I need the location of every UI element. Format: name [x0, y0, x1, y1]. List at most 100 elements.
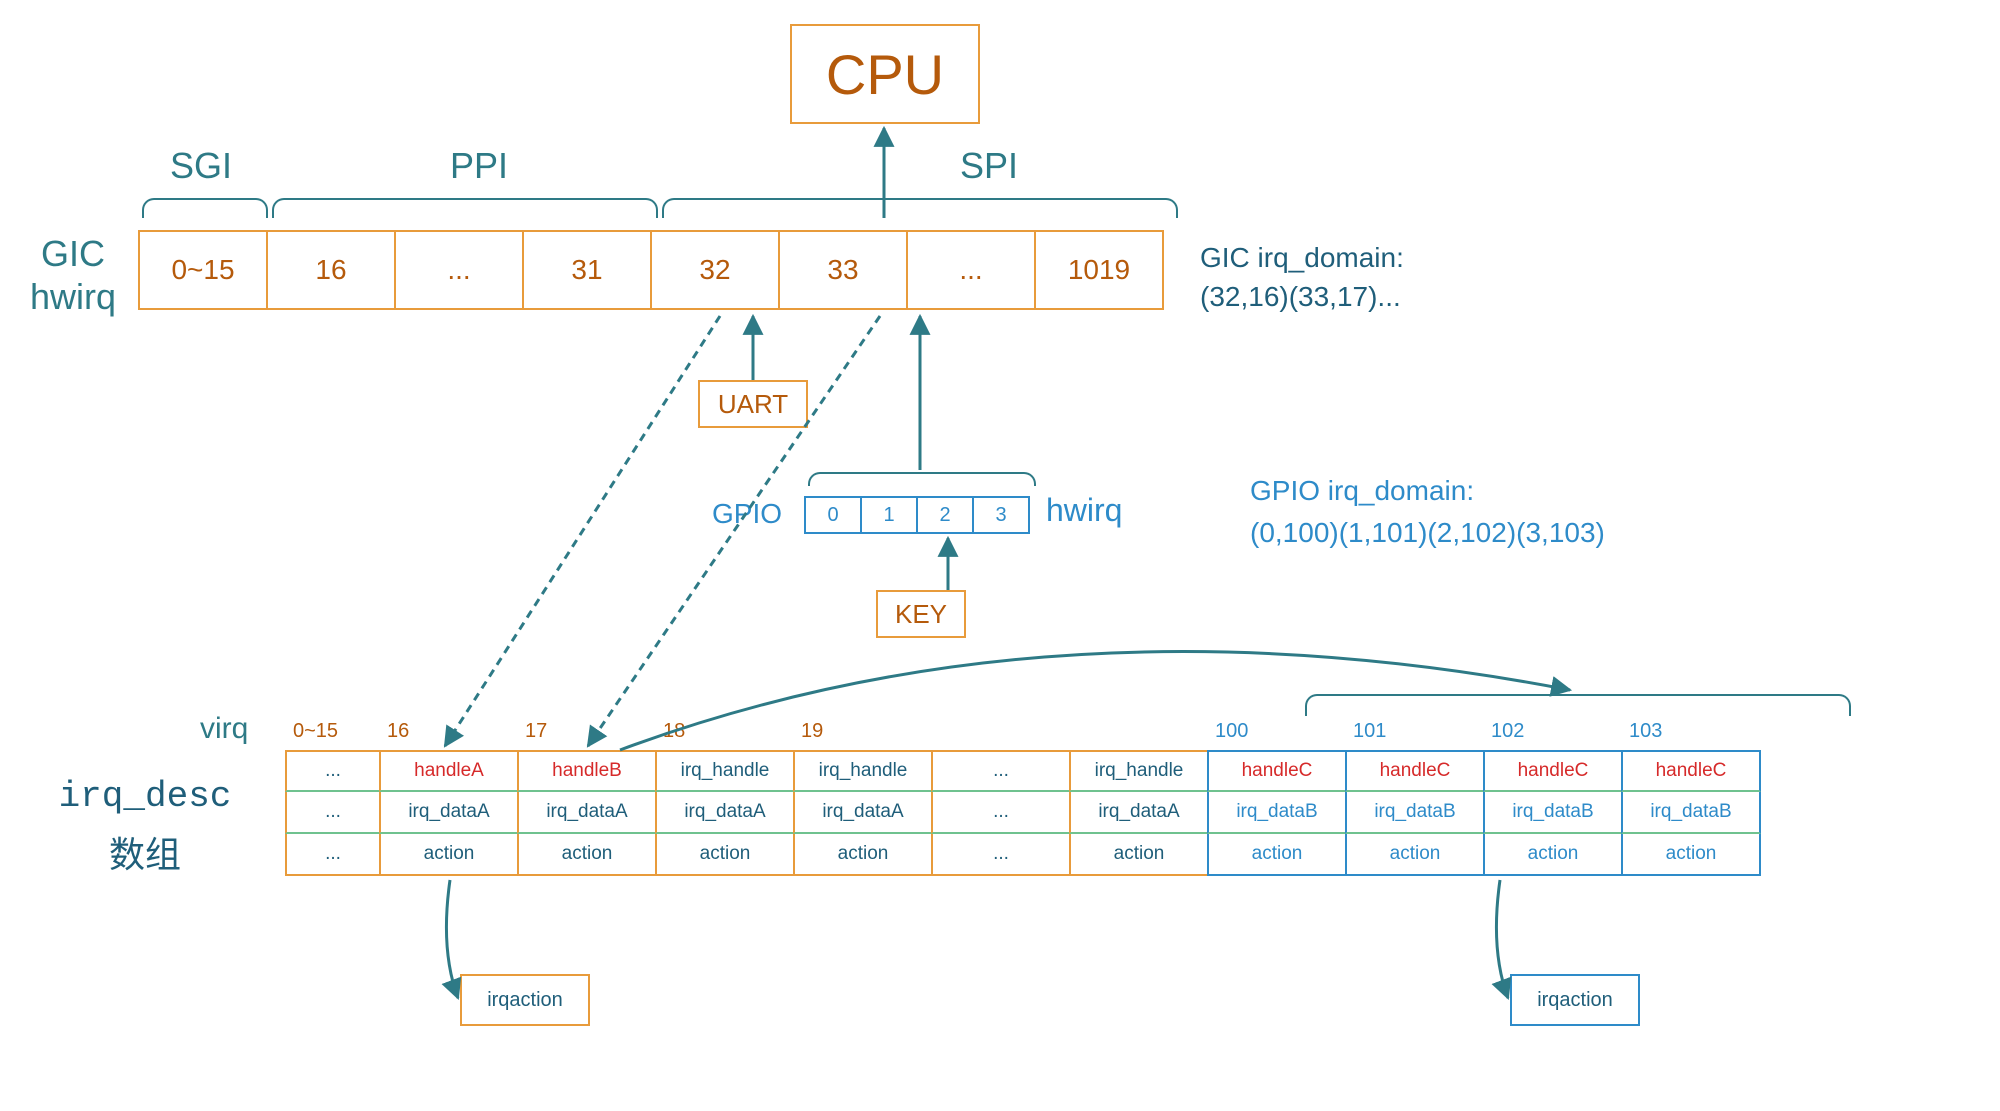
irqdesc-cell: action [793, 834, 933, 876]
virq-header: 101 [1345, 720, 1485, 743]
gpio-domain-line2: (0,100)(1,101)(2,102)(3,103) [1250, 517, 1605, 548]
gic-cell: ... [394, 230, 524, 310]
irqdesc-col: irq_handleirq_dataAaction [1069, 750, 1209, 876]
irqdesc-label: irq_desc 数组 [20, 768, 270, 886]
irqaction-label-blue: irqaction [1537, 989, 1613, 1012]
virq-label: virq [200, 712, 248, 746]
irqdesc-cell: action [1069, 834, 1209, 876]
irqdesc-cell: ... [931, 834, 1071, 876]
key-label: KEY [895, 599, 947, 630]
ppi-label: PPI [450, 145, 508, 187]
key-box: KEY [876, 590, 966, 638]
irqdesc-cell: irq_handle [793, 750, 933, 792]
gic-label-line2: hwirq [30, 276, 116, 317]
irqdesc-cell: irq_dataA [1069, 792, 1209, 834]
gic-domain-text: GIC irq_domain: (32,16)(33,17)... [1200, 238, 1404, 316]
irqdesc-col: ......... [931, 750, 1071, 876]
gic-label-line1: GIC [41, 233, 105, 274]
virq-header: 18 [655, 720, 795, 743]
irqdesc-cell: action [1621, 834, 1761, 876]
sgi-label: SGI [170, 145, 232, 187]
irqdesc-cell: action [379, 834, 519, 876]
virq-header: 103 [1621, 720, 1761, 743]
irqdesc-cell: handleC [1207, 750, 1347, 792]
virq-header: 102 [1483, 720, 1623, 743]
gic-label: GIC hwirq [18, 232, 128, 318]
virq-header: 16 [379, 720, 519, 743]
irqdesc-cell: irq_dataA [379, 792, 519, 834]
ppi-bracket [272, 198, 658, 218]
gic-cell: 16 [266, 230, 396, 310]
irqdesc-cell: ... [931, 750, 1071, 792]
irqdesc-col: handleCirq_dataBaction [1483, 750, 1623, 876]
irqdesc-label-line2: 数组 [109, 834, 181, 875]
virq-header [931, 720, 1071, 743]
gic-cell: 32 [650, 230, 780, 310]
irqdesc-cell: irq_dataA [655, 792, 795, 834]
virq-headers: 0~1516171819 100101102103 [285, 720, 1761, 743]
irqdesc-col: handleCirq_dataBaction [1621, 750, 1761, 876]
gic-cell: 1019 [1034, 230, 1164, 310]
gpio-cell: 0 [804, 496, 862, 534]
sgi-bracket [142, 198, 268, 218]
gpio-cell: 1 [860, 496, 918, 534]
irqdesc-col: irq_handleirq_dataAaction [793, 750, 933, 876]
irqdesc-cell: irq_dataB [1207, 792, 1347, 834]
irqdesc-cell: action [1483, 834, 1623, 876]
gpio-cell: 3 [972, 496, 1030, 534]
irqdesc-cell: handleC [1621, 750, 1761, 792]
gpio-hwirq-label: hwirq [1046, 492, 1122, 529]
spi-bracket [662, 198, 1178, 218]
irqdesc-cell: ... [285, 792, 381, 834]
gic-cell: 33 [778, 230, 908, 310]
gic-domain-line2: (32,16)(33,17)... [1200, 281, 1401, 312]
irqdesc-col: handleCirq_dataBaction [1207, 750, 1347, 876]
irqdesc-col: handleCirq_dataBaction [1345, 750, 1485, 876]
gic-cell: 31 [522, 230, 652, 310]
irqdesc-cell: irq_dataA [793, 792, 933, 834]
irqdesc-cell: action [517, 834, 657, 876]
irqdesc-cell: action [655, 834, 795, 876]
irqdesc-table: .........handleAirq_dataAactionhandleBir… [285, 750, 1761, 876]
irqdesc-cell: ... [285, 834, 381, 876]
irqdesc-cell: action [1207, 834, 1347, 876]
irqdesc-cell: irq_dataB [1621, 792, 1761, 834]
irqdesc-cell: irq_dataA [517, 792, 657, 834]
irqdesc-cell: irq_handle [655, 750, 795, 792]
virq-header: 100 [1207, 720, 1347, 743]
gic-row: 0~1516...313233...1019 [140, 230, 1164, 310]
gpio-virq-bracket [1305, 694, 1851, 716]
gpio-label: GPIO [712, 498, 782, 530]
irqaction-box-blue: irqaction [1510, 974, 1640, 1026]
cpu-box: CPU [790, 24, 980, 124]
gpio-domain-line1: GPIO irq_domain: [1250, 475, 1474, 506]
irqdesc-cell: handleB [517, 750, 657, 792]
irqdesc-cell: irq_handle [1069, 750, 1209, 792]
spi-label: SPI [960, 145, 1018, 187]
irqaction-label-orange: irqaction [487, 989, 563, 1012]
gpio-bracket [808, 472, 1036, 486]
gpio-domain-text: GPIO irq_domain: (0,100)(1,101)(2,102)(3… [1250, 470, 1605, 554]
irqdesc-label-line1: irq_desc [59, 776, 232, 817]
gpio-row: 0123 [806, 496, 1030, 534]
uart-box: UART [698, 380, 808, 428]
irqdesc-cell: handleC [1483, 750, 1623, 792]
irqdesc-cell: irq_dataB [1483, 792, 1623, 834]
virq-header: 19 [793, 720, 933, 743]
irqdesc-cell: action [1345, 834, 1485, 876]
irqdesc-cell: handleA [379, 750, 519, 792]
uart-label: UART [718, 389, 788, 420]
gic-domain-line1: GIC irq_domain: [1200, 242, 1404, 273]
gpio-cell: 2 [916, 496, 974, 534]
virq-header [1069, 720, 1209, 743]
irqdesc-col: irq_handleirq_dataAaction [655, 750, 795, 876]
gic-cell: 0~15 [138, 230, 268, 310]
irqaction-box-orange: irqaction [460, 974, 590, 1026]
virq-header: 0~15 [285, 720, 381, 743]
irqdesc-col: handleAirq_dataAaction [379, 750, 519, 876]
gic-cell: ... [906, 230, 1036, 310]
irqdesc-cell: ... [285, 750, 381, 792]
irqdesc-cell: irq_dataB [1345, 792, 1485, 834]
virq-header: 17 [517, 720, 657, 743]
irqdesc-cell: ... [931, 792, 1071, 834]
